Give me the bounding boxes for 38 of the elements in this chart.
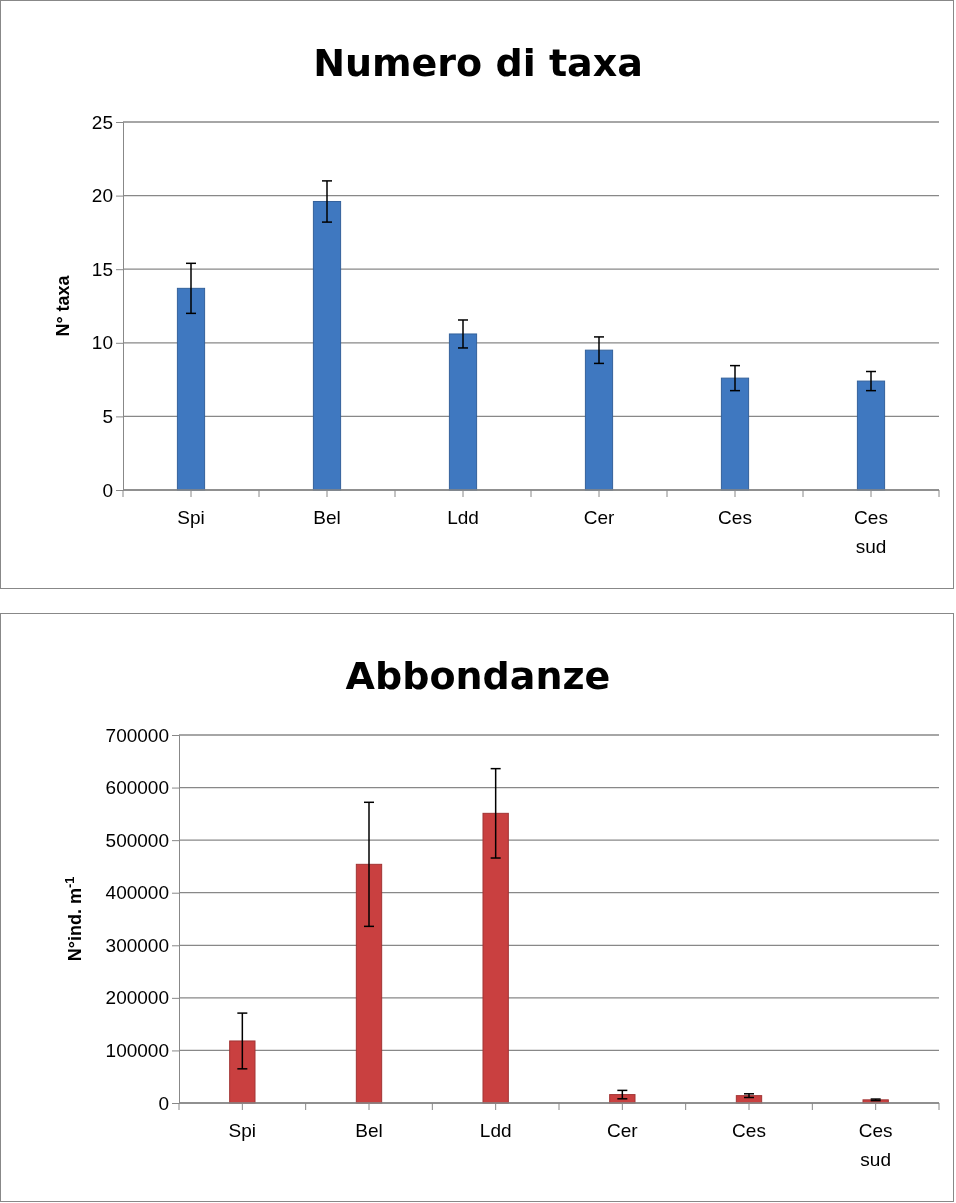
y-tick-label: 700000	[105, 724, 169, 746]
x-tick-label: Cer	[607, 1120, 639, 1141]
x-tick-label: Bel	[313, 507, 341, 528]
bar	[720, 377, 750, 491]
bar	[856, 380, 886, 491]
x-tick-label: Ces	[718, 507, 752, 528]
bar	[584, 349, 614, 491]
bar	[482, 812, 509, 1104]
x-tick-label: Ldd	[479, 1120, 512, 1141]
y-tick-label: 10	[91, 332, 113, 354]
y-tick-label: 100000	[105, 1040, 169, 1062]
x-tick-label: Spi	[228, 1120, 257, 1141]
x-tick-label: Ces	[732, 1120, 766, 1141]
bar	[355, 863, 383, 1104]
y-tick-label: 0	[102, 479, 113, 501]
bar	[448, 333, 478, 491]
bar	[312, 200, 342, 491]
y-tick-label: 600000	[105, 777, 169, 799]
x-tick-label: Ces sud	[854, 507, 888, 557]
chart-title: Abbondanze	[345, 654, 611, 698]
x-tick-label: Ldd	[447, 507, 479, 528]
y-tick-label: 400000	[105, 882, 169, 904]
x-tick-label: Cer	[583, 507, 615, 528]
x-tick-label: Bel	[355, 1120, 383, 1141]
y-tick-label: 500000	[105, 829, 169, 851]
x-tick-label: Ces sud	[858, 1120, 893, 1170]
y-axis-title: N° taxa	[53, 274, 73, 337]
y-tick-label: 0	[158, 1092, 169, 1114]
x-tick-label: Spi	[177, 507, 205, 528]
bar	[176, 287, 206, 491]
y-tick-label: 5	[102, 405, 113, 427]
y-tick-label: 200000	[105, 987, 169, 1009]
y-tick-label: 15	[91, 258, 113, 280]
bar	[229, 1040, 256, 1104]
y-tick-label: 20	[91, 185, 113, 207]
y-tick-label: 25	[91, 111, 113, 133]
y-tick-label: 300000	[105, 934, 169, 956]
chart-title: Numero di taxa	[313, 41, 643, 85]
